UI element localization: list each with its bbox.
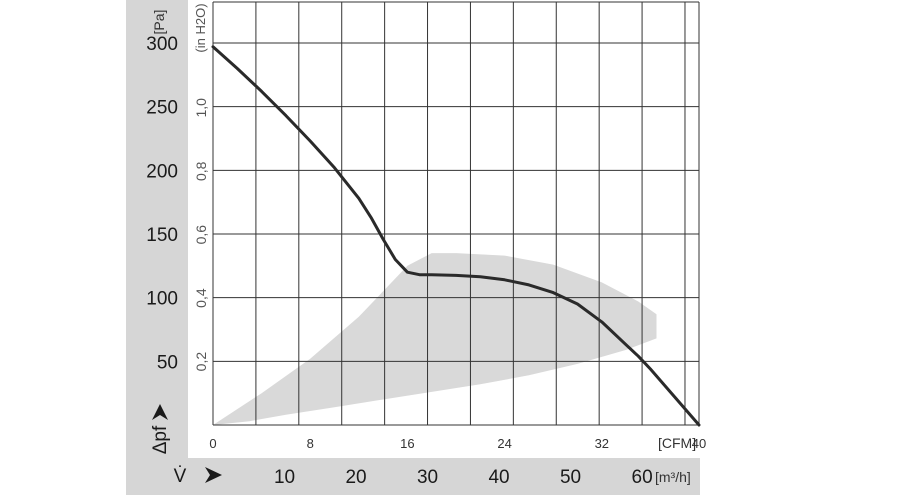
m3h-tick-label: 40 xyxy=(488,467,509,488)
pa-tick-label: 250 xyxy=(146,98,178,119)
m3h-tick-label: 50 xyxy=(560,467,581,488)
flow-arrow-icon xyxy=(205,467,222,483)
bottom-axis-panel xyxy=(126,458,700,495)
pa-tick-label: 100 xyxy=(146,289,178,310)
inh2o-unit-label: (in H2O) xyxy=(193,3,208,52)
grid-lines xyxy=(212,1,700,426)
inh2o-tick-label: 0,2 xyxy=(193,352,209,372)
m3h-tick-label: 60 xyxy=(632,467,653,488)
pressure-symbol-label: Δpf xyxy=(150,425,171,454)
cfm-tick-label: 16 xyxy=(400,436,414,451)
left-axis-panel xyxy=(126,0,188,495)
m3h-unit-label: [m³/h] xyxy=(655,469,691,485)
m3h-tick-label: 20 xyxy=(345,467,366,488)
pressure-flow-curve xyxy=(211,45,701,427)
pressure-inh2o-tick-labels: 0,2 0,4 0,6 0,8 1,0 xyxy=(193,98,209,371)
flow-m3h-tick-labels: 10 20 30 40 50 60 xyxy=(274,467,653,488)
pa-tick-label: 150 xyxy=(146,225,178,246)
inh2o-tick-label: 0,6 xyxy=(193,225,209,245)
inh2o-tick-label: 0,8 xyxy=(193,161,209,181)
cfm-tick-label: 40 xyxy=(692,436,706,451)
flow-cfm-tick-labels: 0 8 16 24 32 40 xyxy=(209,436,706,451)
pa-tick-label: 300 xyxy=(146,34,178,55)
cfm-tick-label: 0 xyxy=(209,436,216,451)
pa-unit-label: [Pa] xyxy=(151,10,167,35)
inh2o-tick-label: 0,4 xyxy=(193,288,209,308)
pressure-arrow-icon xyxy=(152,404,168,420)
m3h-tick-label: 30 xyxy=(417,467,438,488)
inh2o-tick-label: 1,0 xyxy=(193,98,209,118)
cfm-tick-label: 8 xyxy=(307,436,314,451)
operating-range-band xyxy=(213,253,657,425)
cfm-tick-label: 32 xyxy=(595,436,609,451)
cfm-unit-label: [CFM] xyxy=(658,435,696,451)
cfm-tick-label: 24 xyxy=(497,436,511,451)
m3h-tick-label: 10 xyxy=(274,467,295,488)
pressure-pa-tick-labels: 50 100 150 200 250 300 xyxy=(146,34,178,373)
pa-tick-label: 50 xyxy=(157,352,178,373)
flow-symbol-label: V̇ xyxy=(174,466,187,487)
pa-tick-label: 200 xyxy=(146,161,178,182)
